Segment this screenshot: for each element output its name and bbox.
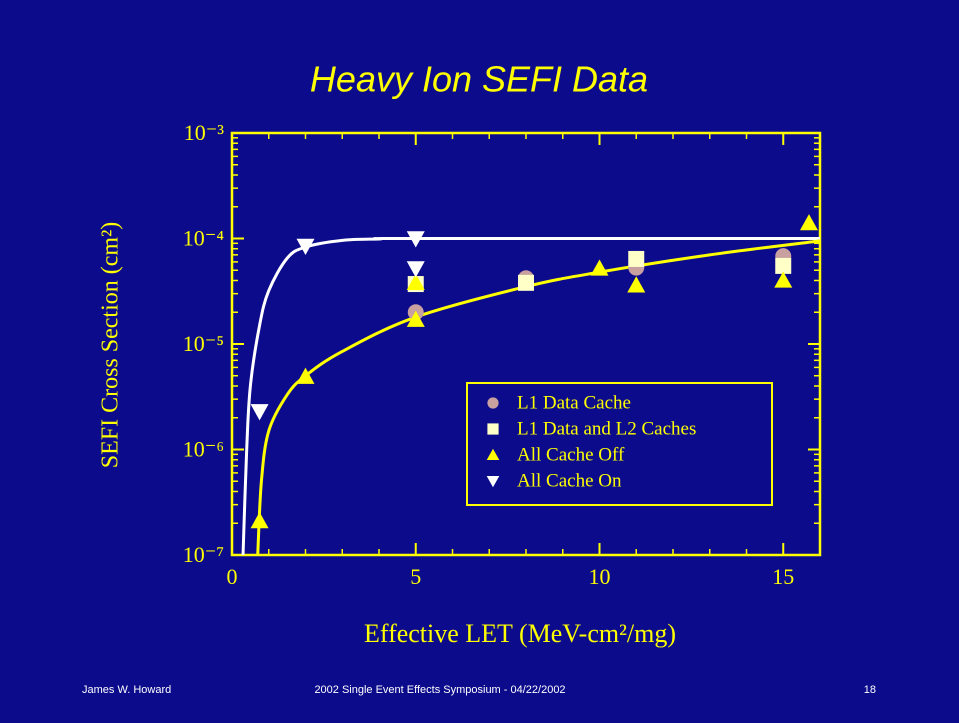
legend-label: All Cache On xyxy=(517,470,622,491)
legend-box xyxy=(466,382,773,506)
data-point xyxy=(799,214,818,231)
y-axis-label: SEFI Cross Section (cm²) xyxy=(98,222,124,469)
data-point xyxy=(250,404,269,421)
footer-event: 2002 Single Event Effects Symposium - 04… xyxy=(314,684,565,696)
data-point xyxy=(250,512,269,529)
data-point xyxy=(627,276,646,293)
data-point xyxy=(296,238,315,255)
x-tick-label: 5 xyxy=(410,564,421,589)
legend-marker xyxy=(486,448,500,461)
y-tick-label: 10⁻⁴ xyxy=(183,226,225,251)
y-tick-label: 10⁻³ xyxy=(184,120,225,145)
data-point xyxy=(296,367,315,384)
fit-line xyxy=(241,236,820,555)
footer-page: 18 xyxy=(864,684,876,696)
x-axis-label: Effective LET (MeV-cm²/mg) xyxy=(364,619,676,648)
fit-line xyxy=(256,239,820,555)
y-tick-label: 10⁻⁵ xyxy=(183,331,224,356)
footer-author: James W. Howard xyxy=(82,684,171,696)
chart-title: Heavy Ion SEFI Data xyxy=(310,59,648,100)
legend-marker xyxy=(486,475,500,488)
data-point xyxy=(406,231,425,248)
data-point xyxy=(406,310,425,327)
legend-marker xyxy=(487,423,499,435)
data-point xyxy=(518,274,534,291)
data-point xyxy=(774,271,793,288)
data-point xyxy=(406,261,425,278)
x-tick-label: 0 xyxy=(227,564,238,589)
y-tick-label: 10⁻⁶ xyxy=(183,437,224,462)
data-point xyxy=(628,250,645,267)
y-tick-label: 10⁻⁷ xyxy=(183,542,224,567)
x-tick-label: 15 xyxy=(772,564,794,589)
legend-label: L1 Data Cache xyxy=(517,392,631,413)
legend-marker xyxy=(487,397,499,409)
legend-label: All Cache Off xyxy=(517,444,625,465)
data-point xyxy=(590,259,609,276)
fit-curves xyxy=(241,236,820,555)
data-point xyxy=(406,273,425,291)
data-point xyxy=(775,257,792,274)
x-tick-label: 10 xyxy=(589,564,611,589)
legend-label: L1 Data and L2 Caches xyxy=(517,418,696,439)
